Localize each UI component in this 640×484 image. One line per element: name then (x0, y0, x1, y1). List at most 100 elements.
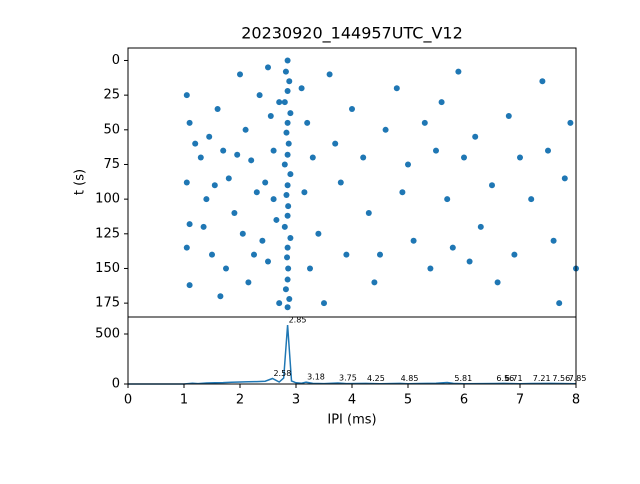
point (267, 112, 274, 119)
point (349, 106, 355, 113)
point (410, 237, 417, 244)
peak-label: 7.85 (569, 374, 587, 383)
x-tick-label: 4 (348, 393, 356, 408)
point (556, 300, 563, 307)
chart-title: 20230920_144957UTC_V12 (241, 24, 463, 44)
point (304, 119, 311, 126)
y-tick-label: 125 (95, 226, 120, 241)
point (285, 140, 292, 147)
point (285, 203, 292, 210)
peak-label: 6.71 (505, 374, 523, 383)
point (283, 129, 290, 136)
peak-label: 4.85 (401, 374, 419, 383)
x-tick-label: 5 (404, 393, 412, 408)
point (270, 196, 277, 203)
point (286, 295, 293, 302)
point (281, 223, 288, 230)
point (307, 265, 313, 272)
point (421, 119, 428, 126)
y-tick-label: 0 (112, 377, 120, 392)
point (309, 154, 316, 161)
point (427, 265, 434, 272)
point (444, 196, 451, 203)
peak-label: 3.18 (307, 373, 325, 382)
x-tick-label: 8 (572, 393, 580, 408)
point (477, 223, 484, 230)
y-tick-label: 100 (95, 192, 120, 207)
point (326, 71, 333, 78)
point (281, 161, 288, 168)
point (265, 64, 271, 71)
point (183, 92, 190, 99)
y-axis-label: t (s) (73, 169, 88, 195)
point (287, 110, 294, 117)
point (567, 119, 574, 126)
peak-label: 2.58 (273, 369, 291, 378)
point (371, 279, 378, 286)
point (186, 282, 193, 289)
peak-label: 7.21 (533, 374, 551, 383)
point (433, 147, 439, 154)
point (206, 133, 213, 140)
x-tick-label: 3 (292, 393, 300, 408)
point (186, 119, 193, 126)
point (209, 251, 215, 258)
y-tick-label: 500 (95, 327, 120, 342)
point (284, 304, 291, 311)
point (284, 254, 291, 261)
peak-label: 6.56 (496, 374, 514, 383)
point (472, 133, 479, 140)
point (281, 99, 288, 106)
point (273, 216, 280, 223)
peak-label: 4.25 (367, 374, 385, 383)
y-tick-label: 150 (95, 261, 120, 276)
point (245, 279, 252, 286)
point (282, 68, 289, 75)
point (511, 251, 518, 258)
point (505, 112, 512, 119)
point (223, 265, 229, 272)
point (183, 244, 190, 251)
point (332, 140, 339, 147)
point (220, 147, 227, 154)
point (239, 230, 246, 237)
point (270, 147, 277, 154)
point (214, 106, 221, 113)
point (284, 87, 291, 94)
point (489, 182, 495, 189)
point (276, 300, 283, 307)
point (231, 210, 238, 217)
point (365, 210, 372, 217)
peak-label: 5.81 (454, 374, 472, 383)
peak-label: 3.75 (339, 374, 357, 383)
y-tick-label: 0 (112, 53, 120, 68)
point (287, 171, 294, 178)
point (234, 151, 241, 158)
x-axis-label: IPI (ms) (327, 413, 376, 428)
point (284, 244, 291, 251)
point (225, 175, 232, 182)
point (284, 119, 291, 126)
y-tick-label: 25 (103, 88, 120, 103)
point (192, 140, 199, 147)
point (237, 71, 243, 78)
point (393, 85, 400, 92)
x-tick-label: 1 (180, 393, 188, 408)
point (360, 154, 367, 161)
y-tick-label: 50 (103, 122, 120, 137)
x-tick-label: 7 (516, 393, 524, 408)
point (337, 179, 344, 186)
point (284, 276, 291, 283)
x-tick-label: 2 (236, 393, 244, 408)
point (259, 237, 266, 244)
point (377, 251, 383, 258)
x-tick-label: 0 (124, 393, 132, 408)
point (298, 85, 305, 92)
point (276, 99, 283, 106)
point (211, 182, 218, 189)
point (455, 68, 462, 75)
point (242, 126, 249, 133)
point (284, 151, 291, 158)
